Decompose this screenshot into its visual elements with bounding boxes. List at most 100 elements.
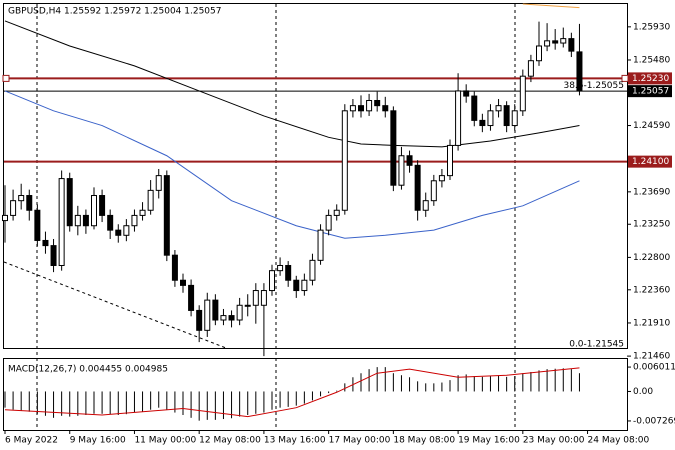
y-tick-label: 1.25930: [633, 22, 670, 32]
y-tick-label: 1.23690: [633, 187, 670, 197]
candle-body: [479, 119, 486, 127]
candle-body: [115, 229, 122, 236]
candle-body: [244, 304, 251, 307]
candle-body: [325, 214, 332, 231]
y-tick-label: 1.22360: [633, 285, 670, 295]
candle-body: [527, 60, 534, 77]
candle-body: [18, 195, 25, 202]
x-tick-label: 17 May 00:00: [329, 436, 391, 446]
candle-body: [309, 259, 316, 281]
candle-body: [447, 144, 453, 177]
candle-body: [503, 105, 510, 127]
candle-body: [204, 299, 211, 331]
candle-body: [382, 105, 389, 112]
candle-body: [544, 40, 551, 47]
candle-body: [212, 299, 219, 321]
candle-body: [430, 180, 437, 202]
candle-body: [422, 200, 429, 211]
y-tick-label: 1.21460: [633, 352, 670, 362]
candle-body: [155, 175, 162, 191]
candle-body: [560, 38, 567, 44]
candle-body: [269, 270, 275, 292]
candle-body: [107, 214, 114, 231]
y-tick-label: 1.23250: [633, 220, 670, 230]
candle-body: [188, 284, 195, 311]
x-tick-label: 19 May 16:00: [458, 436, 520, 446]
candle-body: [131, 214, 138, 227]
candle-body: [568, 38, 575, 52]
price-level-label: 1.25230: [632, 74, 669, 84]
candle-body: [358, 105, 364, 112]
candle-body: [26, 195, 33, 211]
x-tick-label: 9 May 16:00: [70, 436, 126, 446]
candle-body: [398, 155, 405, 186]
x-tick-label: 11 May 00:00: [134, 436, 196, 446]
macd-y-tick-label: 0.006011: [633, 363, 675, 373]
candle-body: [180, 279, 186, 286]
x-tick-label: 6 May 2022: [5, 436, 58, 446]
candle-body: [228, 315, 235, 321]
candle-body: [220, 315, 227, 321]
x-tick-label: 12 May 08:00: [199, 436, 261, 446]
candle-body: [317, 229, 324, 261]
main-panel: [3, 3, 628, 349]
candle-body: [438, 175, 445, 182]
macd-y-tick-label: 0.00: [633, 387, 653, 397]
candle-body: [123, 225, 130, 236]
fibo-label: 0.0-1.21545: [569, 339, 624, 349]
candle-body: [147, 189, 154, 211]
candle-body: [139, 209, 146, 216]
candle-body: [42, 239, 49, 247]
candle-body: [196, 309, 203, 331]
x-tick-label: 18 May 08:00: [393, 436, 455, 446]
candle-body: [163, 175, 170, 256]
trend-line: [3, 261, 227, 349]
plot: 1.25930 1.25480 1.24590 1.23690 1.23250 1.228…: [2, 3, 675, 446]
candle-body: [301, 279, 308, 292]
candle-body: [252, 290, 259, 306]
level-handle: [621, 74, 629, 82]
candle-body: [406, 155, 413, 166]
candle-body: [58, 178, 65, 266]
price-level-label: 1.24100: [632, 157, 669, 167]
level-handle: [2, 74, 10, 82]
price-level-box: [628, 85, 672, 98]
candle-body: [333, 209, 340, 216]
macd-y-tick-label: -0.007269: [633, 416, 675, 426]
y-tick-label: 1.24590: [633, 121, 670, 131]
candle-body: [463, 90, 470, 97]
candle-body: [260, 290, 267, 306]
candle-body: [341, 110, 348, 211]
candle-body: [455, 90, 462, 146]
x-tick-label: 24 May 08:00: [588, 436, 650, 446]
candle-body: [91, 195, 97, 227]
macd-signal: [4, 367, 580, 418]
chart-title: GBPUSD,H4 1.25592 1.25972 1.25004 1.2505…: [8, 7, 221, 17]
candle-body: [10, 200, 17, 216]
candle-body: [366, 99, 373, 112]
candle-body: [285, 264, 292, 281]
candle-body: [34, 209, 41, 241]
candle-body: [74, 214, 81, 227]
candle-body: [82, 214, 89, 227]
candle-body: [99, 195, 106, 216]
candle-body: [66, 178, 73, 227]
candle-body: [374, 99, 381, 107]
candle-body: [576, 51, 583, 92]
x-tick-label: 23 May 00:00: [523, 436, 585, 446]
x-tick-label: 13 May 16:00: [264, 436, 326, 446]
y-tick-label: 1.25480: [633, 55, 670, 65]
candle-body: [511, 110, 518, 127]
price-level-box: [628, 72, 672, 85]
fibo-label: 38.6-1.25055: [563, 81, 624, 91]
candle-body: [277, 264, 284, 272]
macd-panel: [3, 358, 628, 431]
candle-body: [495, 105, 502, 112]
y-tick-label: 1.21910: [633, 318, 670, 328]
candle-body: [519, 75, 526, 112]
candle-body: [293, 279, 300, 292]
candle-body: [471, 95, 478, 121]
price-level-label: 1.25057: [632, 87, 669, 97]
moving-average: [522, 3, 580, 9]
